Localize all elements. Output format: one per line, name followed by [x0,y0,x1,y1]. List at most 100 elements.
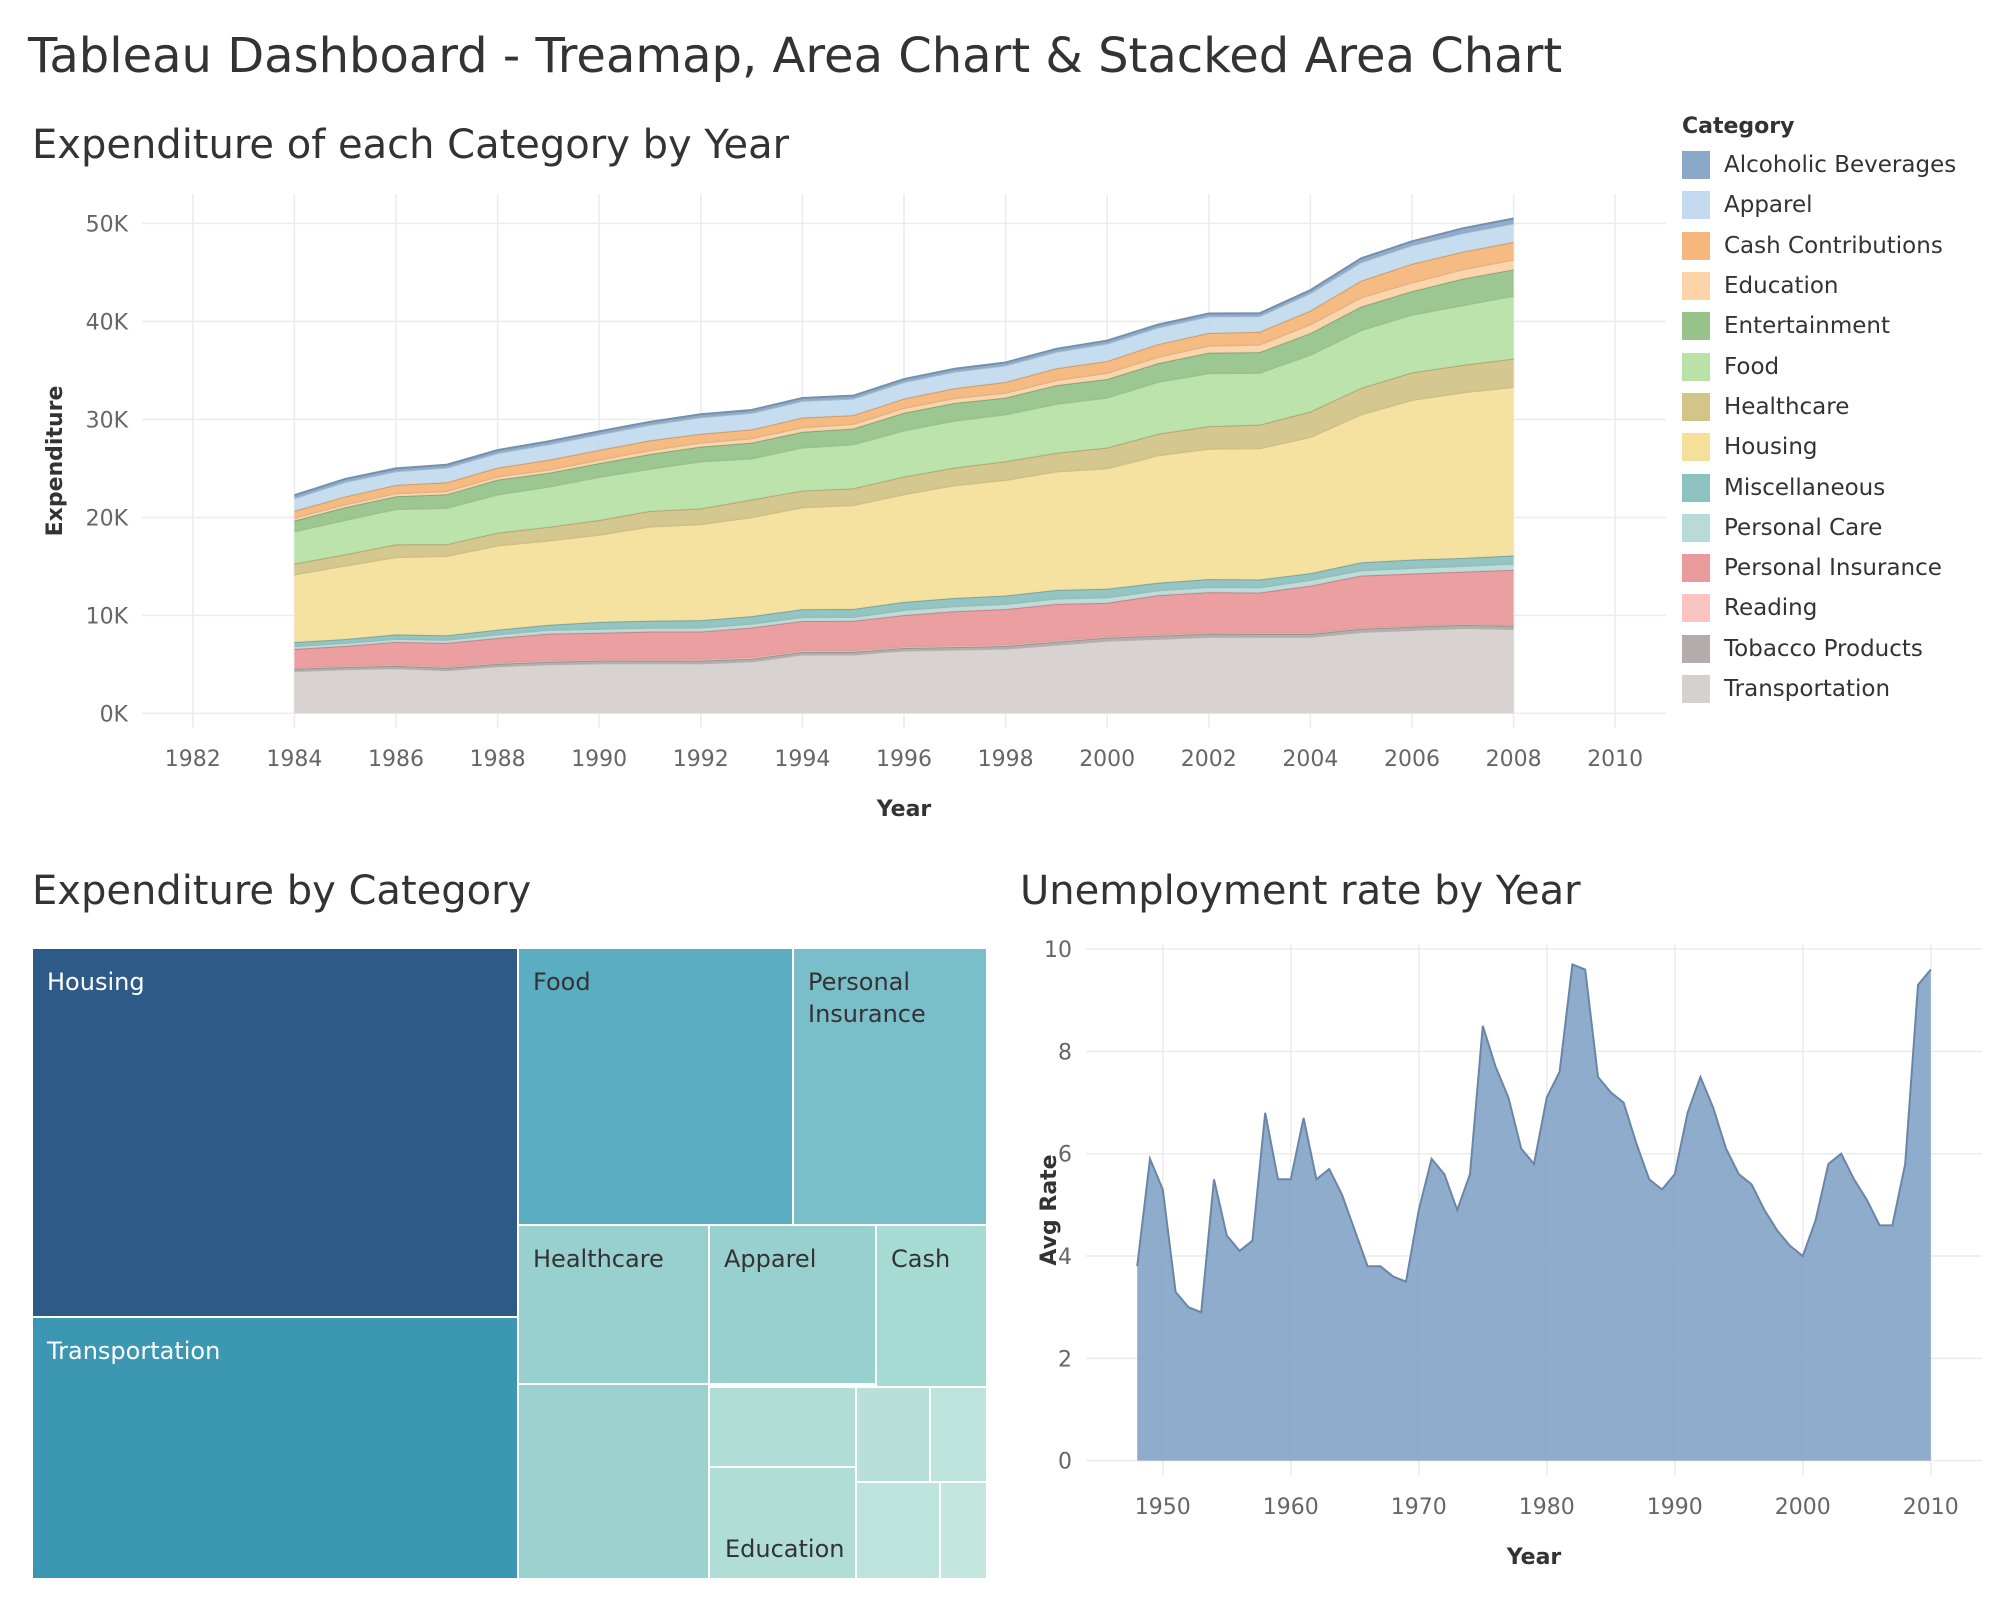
legend-item-transportation[interactable]: Transportation [1682,669,1992,709]
legend-label: Healthcare [1724,393,1850,420]
treemap-tile-transportation[interactable] [31,1316,519,1580]
area-series-education[interactable] [294,259,1514,521]
y-tick-label: 10 [1044,938,1072,963]
legend-item-personal-care[interactable]: Personal Care [1682,508,1992,548]
x-tick-label: 1980 [1519,1495,1575,1520]
treemap-title: Expenditure by Category [32,868,532,914]
y-axis-label: Expenditure [43,386,68,537]
legend-label: Housing [1724,434,1818,461]
treemap-label: Housing [47,968,145,996]
legend-item-tobacco-products[interactable]: Tobacco Products [1682,629,1992,669]
legend-item-personal-insurance[interactable]: Personal Insurance [1682,548,1992,588]
legend-swatch-tobacco-products [1682,634,1710,663]
legend-label: Miscellaneous [1724,474,1886,501]
x-tick-label: 2000 [1775,1495,1831,1520]
legend-item-reading[interactable]: Reading [1682,588,1992,628]
unemployment-area[interactable] [1137,964,1931,1461]
legend-label: Apparel [1724,192,1813,219]
y-tick-label: 8 [1058,1040,1072,1065]
legend-item-cash-contributions[interactable]: Cash Contributions [1682,226,1992,266]
x-axis-label: Year [876,797,932,822]
area-series-personal-care[interactable] [294,563,1514,650]
legend-item-miscellaneous[interactable]: Miscellaneous [1682,467,1992,507]
legend-item-alcoholic-beverages[interactable]: Alcoholic Beverages [1682,145,1992,185]
treemap-label: Apparel [724,1245,816,1273]
area-series-housing[interactable] [294,387,1514,643]
x-axis-label: Year [1506,1545,1562,1570]
legend-label: Education [1724,273,1839,300]
legend-label: Alcoholic Beverages [1724,152,1957,179]
x-tick-label: 1984 [266,747,322,772]
legend-item-education[interactable]: Education [1682,266,1992,306]
y-tick-label: 40K [86,310,129,335]
area-series-personal-insurance[interactable] [294,569,1514,668]
treemap-tile-miscellaneous[interactable] [708,1386,857,1468]
legend-label: Personal Care [1724,514,1883,541]
x-tick-label: 1982 [165,747,221,772]
area-series-cash-contributions[interactable] [294,242,1514,518]
legend-item-apparel[interactable]: Apparel [1682,185,1992,225]
legend-title: Category [1682,114,1795,139]
x-tick-label: 2010 [1587,747,1643,772]
x-tick-label: 2006 [1384,747,1440,772]
unemployment-line [1136,963,1932,1314]
treemap-tile-apparel[interactable] [708,1224,877,1385]
legend-swatch-miscellaneous [1682,473,1710,502]
treemap-label: Healthcare [533,1245,664,1273]
treemap-tile-personal-insurance[interactable] [792,947,988,1226]
treemap-tile-tobacco-products[interactable] [855,1481,941,1580]
legend-swatch-personal-insurance [1682,554,1710,583]
legend-swatch-alcoholic-beverages [1682,151,1710,180]
area-series-tobacco-products[interactable] [294,624,1514,672]
area-series-apparel[interactable] [294,223,1514,511]
stacked-area-chart[interactable]: 0K 10K 20K 30K 40K 50K 1982 1984 1986 1988 1990 199… [43,194,1666,822]
treemap-label: Transportation [46,1337,220,1365]
dashboard-title: Tableau Dashboard - Treamap, Area Chart … [28,28,1563,84]
legend-swatch-cash-contributions [1682,231,1710,260]
treemap-tile-housing[interactable] [31,947,519,1318]
treemap-label: Food [533,968,591,996]
treemap-chart[interactable]: Housing Transportation Food Personal Insuran… [31,947,988,1580]
area-edge-food [294,294,1514,533]
legend-item-food[interactable]: Food [1682,346,1992,386]
treemap-tile-healthcare[interactable] [517,1224,710,1385]
unemployment-area-chart[interactable]: 1950 1960 1970 1980 1990 2000 2010 0 2 4 6 8 10 Year A… [1037,938,1982,1570]
stacked-area-title: Expenditure of each Category by Year [32,122,790,168]
area-series-food[interactable] [294,295,1514,564]
y-tick-label: 20K [86,506,129,531]
x-tick-label: 2000 [1079,747,1135,772]
treemap-label: Cash [891,1245,950,1273]
treemap-tile-food[interactable] [517,947,794,1226]
x-tick-label: 2002 [1181,747,1237,772]
legend-item-housing[interactable]: Housing [1682,427,1992,467]
treemap-tile-reading[interactable] [939,1481,988,1580]
x-tick-label: 1986 [368,747,424,772]
treemap-label: Education [725,1535,844,1563]
legend-item-entertainment[interactable]: Entertainment [1682,306,1992,346]
area-series-miscellaneous[interactable] [294,555,1514,647]
legend-label: Reading [1724,595,1818,622]
legend-swatch-apparel [1682,191,1710,220]
x-tick-label: 1950 [1135,1495,1191,1520]
legend-item-healthcare[interactable]: Healthcare [1682,387,1992,427]
treemap-tile-alcoholic-beverages[interactable] [929,1386,988,1483]
treemap-tile-education[interactable] [708,1466,857,1580]
x-tick-label: 1990 [1647,1495,1703,1520]
x-tick-label: 1988 [470,747,526,772]
x-tick-label: 1994 [774,747,830,772]
category-legend: Category Alcoholic Beverages Apparel Cash … [1682,114,1992,709]
legend-swatch-personal-care [1682,513,1710,542]
legend-swatch-healthcare [1682,392,1710,421]
y-tick-label: 2 [1058,1347,1072,1372]
area-series-transportation[interactable] [294,628,1514,714]
legend-swatch-entertainment [1682,312,1710,341]
unemployment-title: Unemployment rate by Year [1020,868,1581,914]
treemap-tile-personal-care[interactable] [855,1386,931,1483]
x-tick-label: 1992 [673,747,729,772]
y-tick-label: 4 [1058,1245,1072,1270]
legend-label: Tobacco Products [1724,635,1923,662]
treemap-tile-entertainment[interactable] [517,1383,710,1580]
area-series-entertainment[interactable] [294,269,1514,532]
area-edge-alcoholic-beverages [294,217,1514,497]
